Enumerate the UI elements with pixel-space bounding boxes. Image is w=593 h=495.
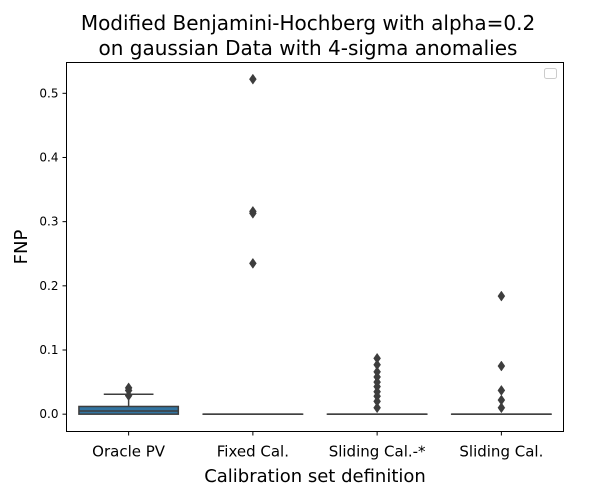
legend-box — [544, 68, 557, 79]
axes-frame — [66, 62, 564, 432]
y-tick-label: 0.5 — [39, 86, 58, 100]
y-axis-label: FNP — [11, 230, 32, 265]
chart-title-line-2: on gaussian Data with 4-sigma anomalies — [99, 36, 518, 60]
x-tick-label: Fixed Cal. — [217, 443, 289, 461]
outlier-point — [249, 207, 257, 219]
x-tick-label: Oracle PV — [92, 443, 166, 461]
box-group — [450, 290, 552, 415]
y-axis: 0.0 0.1 0.2 0.3 0.4 0.5 — [39, 86, 67, 421]
x-axis: Oracle PV Fixed Cal. Sliding Cal.-* Sliding… — [92, 431, 543, 461]
x-axis-label: Calibration set definition — [204, 466, 426, 487]
outlier-point — [497, 360, 506, 372]
outlier-point — [249, 73, 257, 85]
plot-area — [78, 73, 552, 415]
x-tick-label: Sliding Cal.-* — [329, 443, 426, 461]
outlier-point — [124, 390, 133, 401]
chart-title-line-1: Modified Benjamini-Hochberg with alpha=0… — [81, 11, 535, 35]
y-tick-label: 0.4 — [39, 150, 58, 164]
outlier-point — [497, 290, 506, 302]
outlier-point — [249, 257, 257, 269]
outlier-point — [497, 402, 506, 414]
box-group — [78, 382, 180, 415]
outlier-point — [497, 384, 506, 396]
y-tick-label: 0.0 — [39, 407, 58, 421]
y-tick-label: 0.3 — [39, 215, 58, 229]
x-tick-label: Sliding Cal. — [459, 443, 543, 461]
outlier-point — [373, 402, 381, 414]
y-tick-label: 0.1 — [39, 343, 58, 357]
y-tick-label: 0.2 — [39, 279, 58, 293]
box-group — [202, 73, 304, 415]
box-group — [326, 352, 428, 415]
